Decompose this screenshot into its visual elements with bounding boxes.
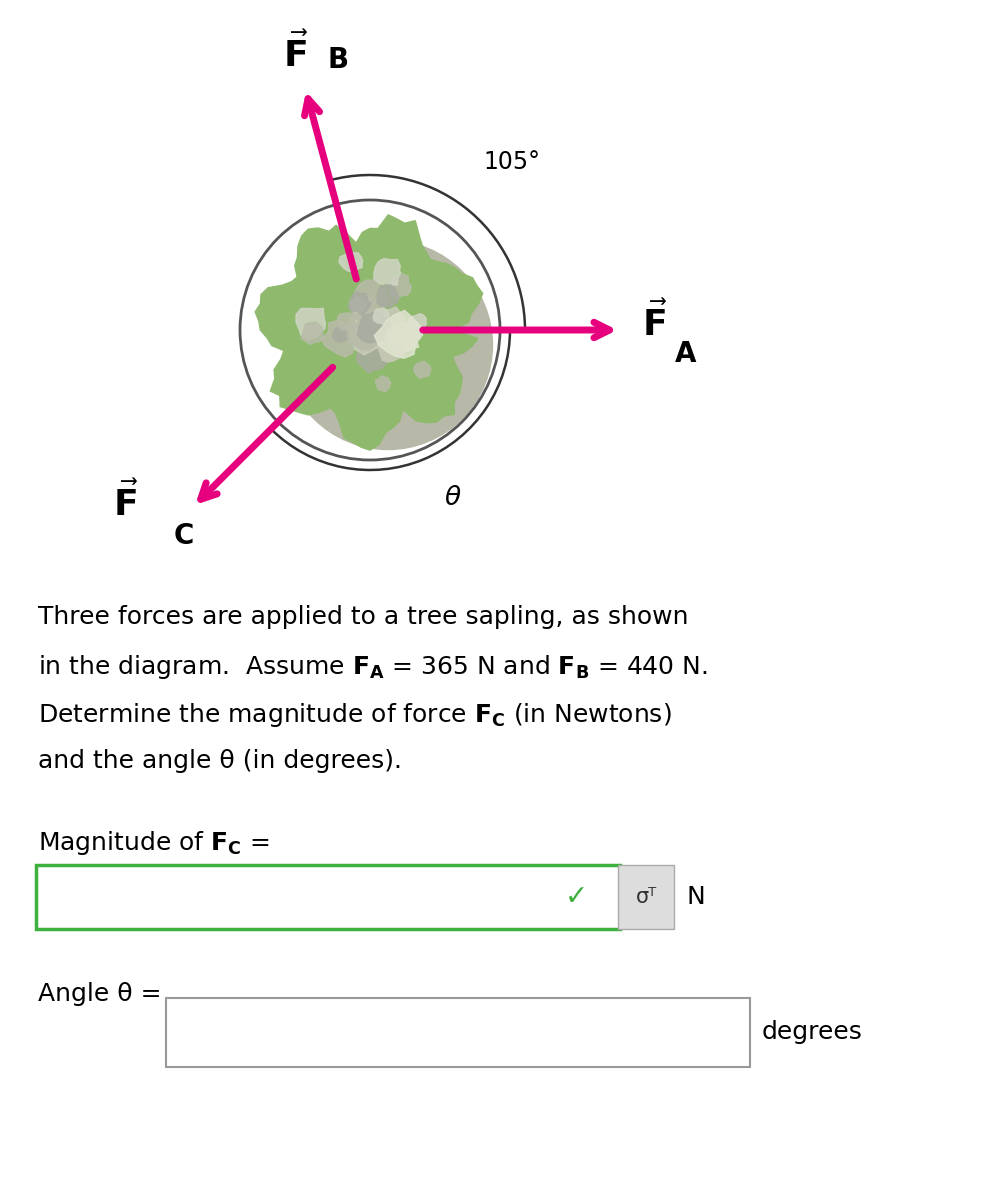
FancyBboxPatch shape xyxy=(166,998,750,1067)
Polygon shape xyxy=(357,341,390,373)
Text: $\vec{\mathbf{F}}$: $\vec{\mathbf{F}}$ xyxy=(283,31,308,73)
Polygon shape xyxy=(375,376,391,392)
Text: and the angle θ (in degrees).: and the angle θ (in degrees). xyxy=(38,749,402,773)
Polygon shape xyxy=(351,296,367,312)
Polygon shape xyxy=(255,215,483,450)
Polygon shape xyxy=(358,311,390,343)
FancyBboxPatch shape xyxy=(36,865,620,929)
Text: C: C xyxy=(173,522,194,550)
Text: in the diagram.  Assume $\mathbf{F_A}$ = 365 N and $\mathbf{F_B}$ = 440 N.: in the diagram. Assume $\mathbf{F_A}$ = … xyxy=(38,653,707,680)
Polygon shape xyxy=(350,308,395,355)
Polygon shape xyxy=(349,292,371,314)
Polygon shape xyxy=(408,313,427,331)
Polygon shape xyxy=(373,308,389,324)
Text: Magnitude of $\mathbf{F_C}$ =: Magnitude of $\mathbf{F_C}$ = xyxy=(38,829,270,857)
FancyBboxPatch shape xyxy=(618,865,674,929)
Text: $\vec{\mathbf{F}}$: $\vec{\mathbf{F}}$ xyxy=(113,481,138,523)
Text: A: A xyxy=(675,340,697,368)
Polygon shape xyxy=(374,311,423,359)
Polygon shape xyxy=(333,326,349,342)
Text: Three forces are applied to a tree sapling, as shown: Three forces are applied to a tree sapli… xyxy=(38,605,689,629)
Polygon shape xyxy=(353,280,390,319)
Polygon shape xyxy=(347,319,381,350)
Polygon shape xyxy=(379,307,405,331)
Text: degrees: degrees xyxy=(762,1020,863,1044)
Polygon shape xyxy=(377,284,399,307)
Text: Angle θ =: Angle θ = xyxy=(38,982,161,1006)
Polygon shape xyxy=(386,322,420,356)
Polygon shape xyxy=(301,322,324,344)
Text: 105°: 105° xyxy=(484,150,540,174)
Text: ✓: ✓ xyxy=(565,883,588,911)
Circle shape xyxy=(284,240,492,450)
Polygon shape xyxy=(296,308,325,340)
Text: B: B xyxy=(327,46,349,73)
Polygon shape xyxy=(389,274,411,299)
Polygon shape xyxy=(373,258,401,286)
Polygon shape xyxy=(350,294,376,320)
Text: Determine the magnitude of force $\mathbf{F_C}$ (in Newtons): Determine the magnitude of force $\mathb… xyxy=(38,701,672,728)
Text: $\vec{\mathbf{F}}$: $\vec{\mathbf{F}}$ xyxy=(642,301,667,343)
Polygon shape xyxy=(378,338,404,362)
Polygon shape xyxy=(321,320,360,358)
Polygon shape xyxy=(338,313,355,331)
Polygon shape xyxy=(414,361,431,378)
Text: N: N xyxy=(686,886,704,910)
Text: σᵀ: σᵀ xyxy=(635,887,657,907)
Text: θ: θ xyxy=(445,485,460,510)
Polygon shape xyxy=(339,251,363,271)
